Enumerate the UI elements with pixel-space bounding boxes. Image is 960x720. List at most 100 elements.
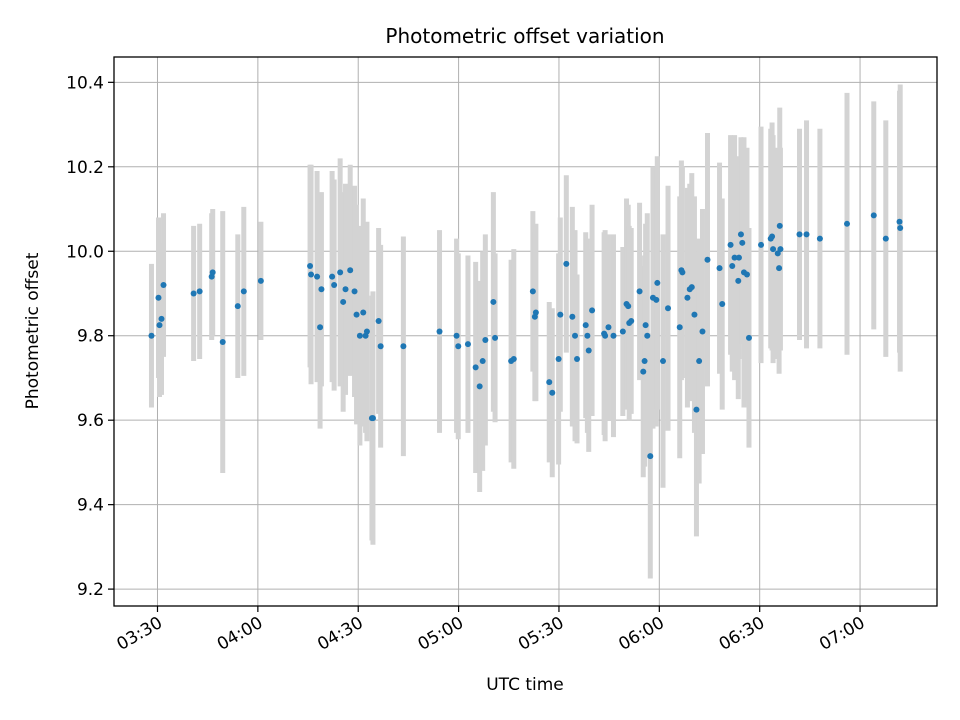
y-tick-label: 9.6 (77, 411, 104, 431)
data-point (693, 406, 700, 413)
x-axis-label: UTC time (486, 675, 564, 695)
data-point (569, 313, 576, 320)
data-point (691, 311, 698, 318)
data-point (472, 364, 479, 371)
data-point (660, 358, 667, 365)
data-point (314, 273, 321, 280)
data-point (619, 328, 626, 335)
data-point (375, 317, 382, 324)
data-point (572, 332, 579, 339)
data-point (729, 263, 736, 270)
data-point (574, 355, 581, 362)
data-point (490, 298, 497, 305)
data-point (479, 358, 486, 365)
data-point (589, 307, 596, 314)
y-tick-label: 9.4 (77, 496, 104, 516)
data-point (628, 317, 635, 324)
chart-title: Photometric offset variation (385, 24, 664, 48)
data-point (160, 282, 167, 289)
data-point (688, 284, 695, 291)
data-point (803, 231, 810, 238)
grid-lines (114, 57, 937, 606)
data-point (743, 271, 750, 278)
data-point (719, 301, 726, 308)
data-point (844, 220, 851, 227)
data-point (529, 288, 536, 295)
data-point (699, 328, 706, 335)
data-point (363, 328, 370, 335)
data-point (625, 303, 632, 310)
data-point (329, 273, 336, 280)
data-point (776, 222, 783, 229)
data-point (605, 324, 612, 331)
data-point (369, 415, 376, 422)
data-point (453, 332, 460, 339)
data-point (209, 269, 216, 276)
data-point (735, 277, 742, 284)
data-point (796, 231, 803, 238)
data-point (510, 355, 517, 362)
data-point (642, 322, 649, 329)
data-point (234, 303, 241, 310)
data-point (882, 235, 889, 242)
data-point (347, 267, 354, 274)
data-points (148, 212, 904, 460)
data-point (696, 358, 703, 365)
data-point (704, 256, 711, 263)
data-point (455, 343, 462, 350)
data-point (641, 358, 648, 365)
data-point (240, 288, 247, 295)
data-point (351, 288, 358, 295)
data-point (640, 368, 647, 375)
data-point (342, 286, 349, 293)
data-point (769, 233, 776, 240)
data-point (492, 334, 499, 341)
data-point (308, 271, 315, 278)
data-point (676, 324, 683, 331)
data-point (563, 260, 570, 267)
data-point (644, 332, 651, 339)
data-point (482, 336, 489, 343)
data-point (356, 332, 363, 339)
data-point (353, 311, 360, 318)
data-point (636, 288, 643, 295)
data-point (219, 339, 226, 346)
data-point (318, 286, 325, 293)
data-point (532, 309, 539, 316)
data-point (307, 263, 314, 270)
data-point (557, 311, 564, 318)
data-point (148, 332, 155, 339)
data-point (739, 239, 746, 246)
y-axis-label: Photometric offset (23, 252, 43, 409)
data-point (331, 282, 338, 289)
data-point (360, 309, 367, 316)
data-point (684, 294, 691, 301)
data-point (585, 347, 592, 354)
data-point (770, 246, 777, 253)
data-point (464, 341, 471, 348)
data-point (654, 279, 661, 286)
data-point (897, 225, 904, 232)
data-point (665, 305, 672, 312)
data-point (476, 383, 483, 390)
data-point (870, 212, 877, 219)
data-point (549, 389, 556, 396)
data-point (745, 334, 752, 341)
data-point (610, 332, 617, 339)
data-point (546, 379, 553, 386)
data-point (735, 254, 742, 261)
data-point (896, 218, 903, 225)
data-point (156, 322, 163, 329)
data-point (155, 294, 162, 301)
data-point (257, 277, 264, 284)
data-point (758, 241, 765, 248)
y-axis-ticks: 9.2 9.4 9.6 9.8 10.0 10.2 10.4 (66, 73, 114, 600)
data-point (737, 231, 744, 238)
data-point (340, 298, 347, 305)
data-point (400, 343, 407, 350)
y-tick-label: 9.8 (77, 327, 104, 347)
data-point (436, 328, 443, 335)
data-point (158, 315, 165, 322)
data-point (777, 246, 784, 253)
